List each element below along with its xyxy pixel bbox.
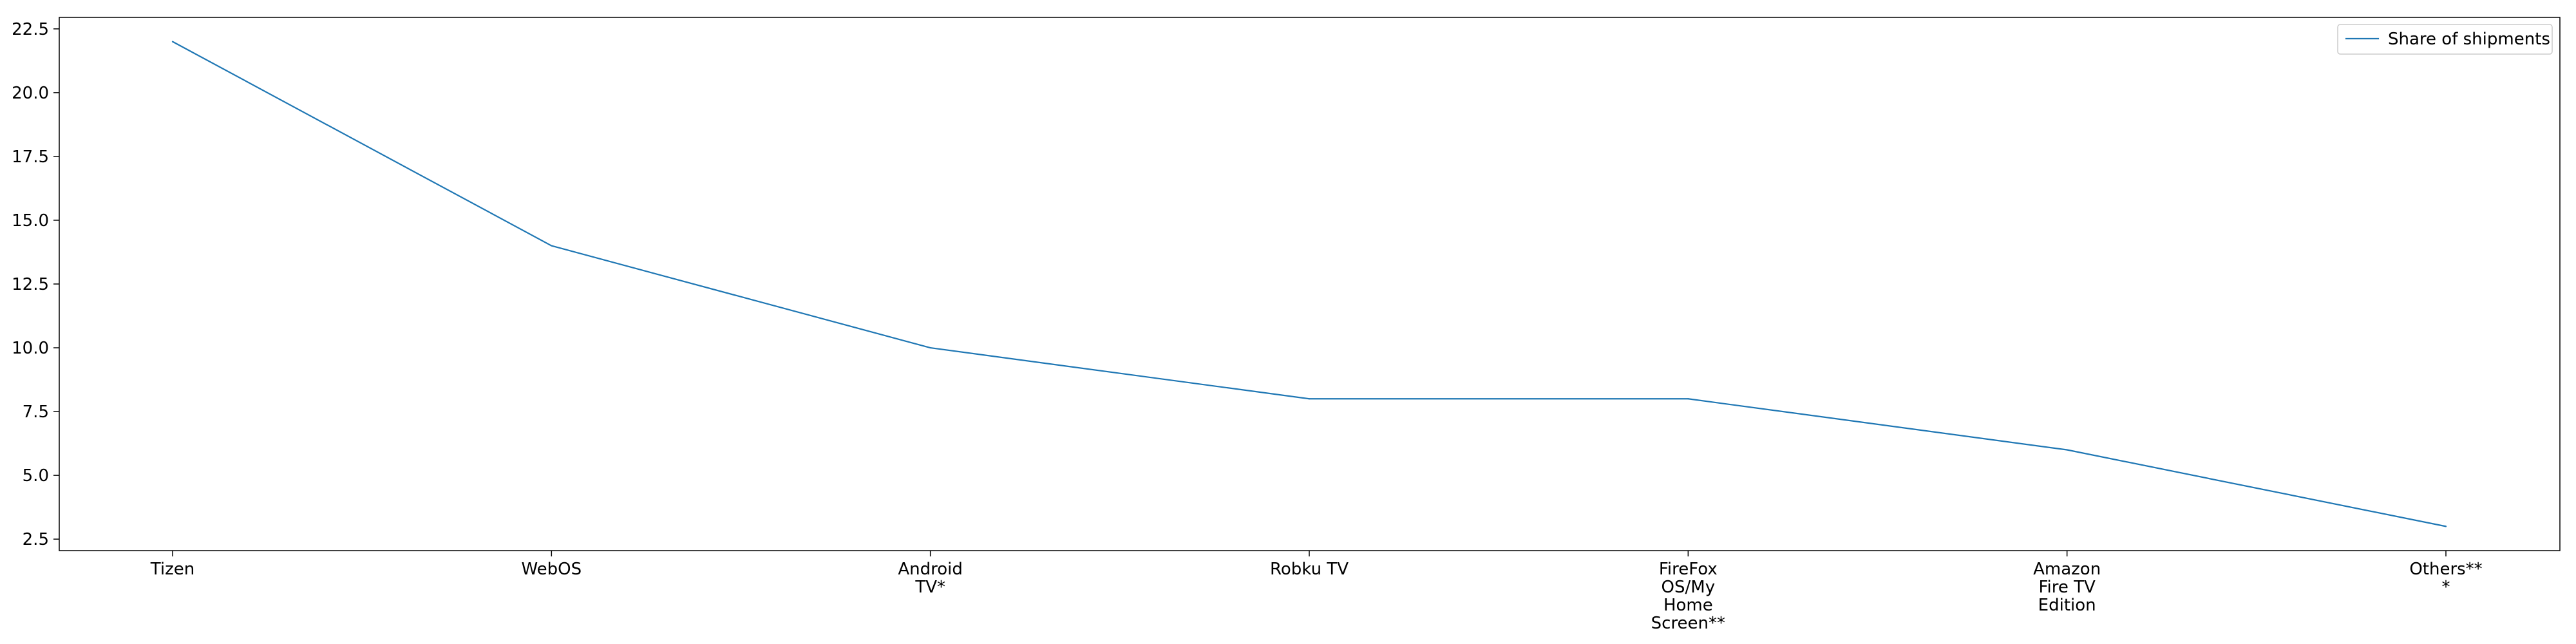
y-tick-label: 12.5 (12, 275, 49, 294)
data-point (2066, 449, 2068, 451)
y-tick-label: 5.0 (23, 466, 49, 486)
y-tick-label: 10.0 (12, 339, 49, 358)
x-tick-label: Amazon Fire TV Edition (2033, 560, 2101, 615)
legend-label: Share of shipments (2388, 30, 2550, 49)
y-tick-label: 17.5 (12, 147, 49, 167)
data-point (929, 346, 931, 349)
x-tick-label: Android TV* (898, 560, 963, 597)
series-line (172, 41, 2447, 527)
x-tick-label: WebOS (522, 560, 582, 579)
y-axis: 2.5 5.0 7.5 10.0 12.5 15.0 17.5 20.0 22.5 (12, 20, 59, 549)
x-tick-label: Others** * (2409, 560, 2482, 597)
data-point (2445, 526, 2447, 527)
legend: Share of shipments (2337, 24, 2553, 55)
plot-frame (59, 17, 2561, 551)
data-point (551, 245, 553, 247)
x-tick-label: Robku TV (1270, 560, 1349, 579)
y-tick-label: 15.0 (12, 211, 49, 231)
series-layer (171, 41, 2447, 527)
y-tick-label: 22.5 (12, 20, 49, 39)
x-axis: Tizen WebOS Android TV* Robku TV FireFox OS/My… (150, 551, 2483, 633)
x-tick-label: Tizen (150, 560, 194, 579)
x-tick-label: FireFox OS/My Home Screen** (1651, 560, 1725, 633)
data-point (171, 41, 174, 43)
y-tick-label: 2.5 (23, 530, 49, 549)
data-point (1308, 398, 1311, 400)
data-point (1687, 398, 1689, 400)
y-tick-label: 7.5 (23, 402, 49, 422)
legend-box (2337, 24, 2553, 55)
y-tick-label: 20.0 (12, 84, 49, 103)
